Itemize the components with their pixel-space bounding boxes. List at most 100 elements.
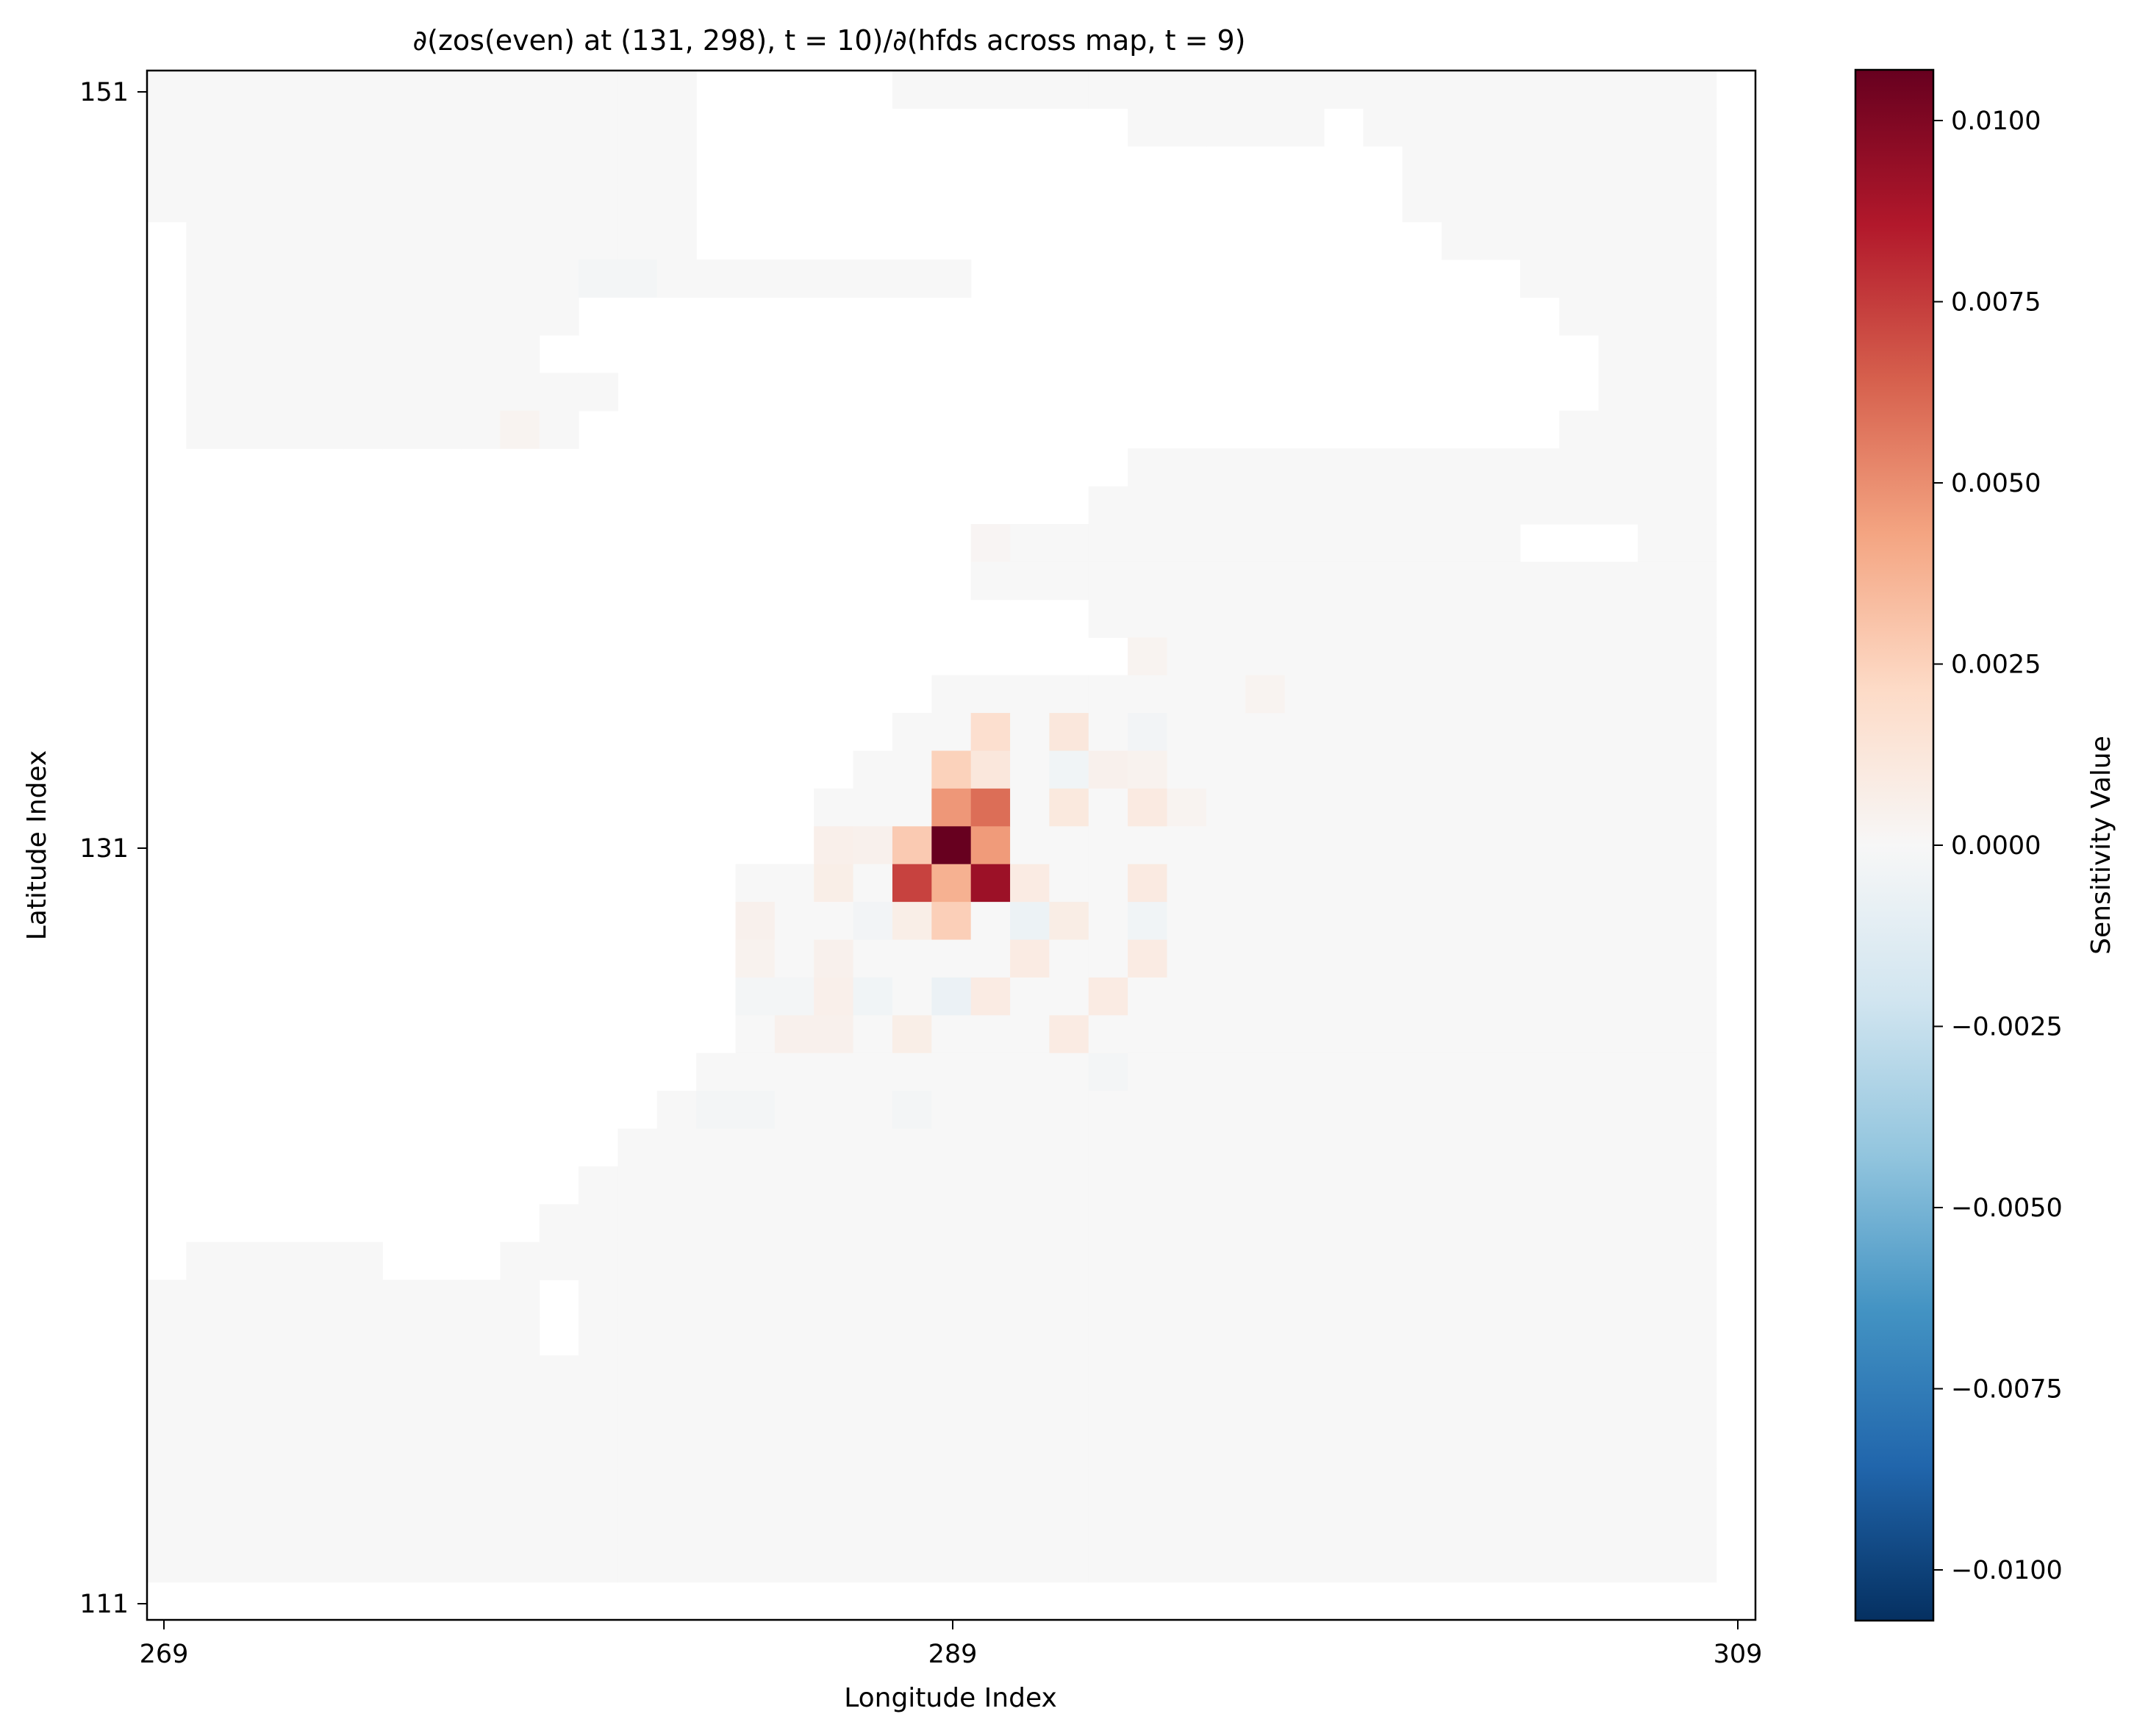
heatmap-cell [1677, 977, 1717, 1016]
heatmap-cell [1481, 1128, 1521, 1167]
heatmap-cell [1010, 1241, 1050, 1280]
heatmap-cell [1323, 713, 1364, 752]
heatmap-cell [1088, 1544, 1128, 1583]
heatmap-cell [265, 1393, 305, 1432]
heatmap-cell [1128, 1128, 1168, 1167]
heatmap-cell [1284, 1468, 1325, 1507]
heatmap-cell [1245, 826, 1286, 865]
heatmap-cell [343, 334, 383, 373]
heatmap-cell [421, 108, 462, 147]
heatmap-cell [970, 1430, 1011, 1469]
heatmap-cell [1167, 108, 1207, 147]
heatmap-cell [1637, 373, 1678, 412]
heatmap-cell [1402, 1166, 1442, 1205]
heatmap-cell [617, 1355, 658, 1394]
heatmap-cell [382, 1544, 423, 1583]
heatmap-cell [970, 864, 1011, 903]
heatmap-cell [1677, 864, 1717, 903]
heatmap-cell [1559, 1544, 1600, 1583]
heatmap-cell [931, 1506, 972, 1545]
heatmap-cell [735, 1393, 776, 1432]
heatmap-cell [1284, 1393, 1325, 1432]
heatmap-cell [1598, 71, 1639, 110]
heatmap-cell [1677, 788, 1717, 827]
heatmap-cell [1677, 486, 1717, 525]
heatmap-cell [1245, 108, 1286, 147]
heatmap-cell [1598, 108, 1639, 147]
heatmap-cell [1323, 71, 1364, 110]
heatmap-cell [1402, 1015, 1442, 1054]
heatmap-cell [1206, 562, 1246, 600]
heatmap-cell [1559, 713, 1600, 752]
heatmap-cell [853, 1166, 893, 1205]
heatmap-cell [1010, 71, 1050, 110]
heatmap-cell [1677, 259, 1717, 298]
heatmap-cell [539, 410, 579, 449]
heatmap-cell [421, 1544, 462, 1583]
heatmap-cell [1167, 448, 1207, 487]
heatmap-cell [1010, 1052, 1050, 1091]
heatmap-cell [343, 297, 383, 336]
heatmap-cell [853, 788, 893, 827]
heatmap-cell [1206, 939, 1246, 978]
heatmap-cell [1167, 486, 1207, 525]
heatmap-cell [1128, 902, 1168, 941]
heatmap-cell [1049, 1468, 1089, 1507]
heatmap-cell [1442, 1128, 1482, 1167]
heatmap-cell [1088, 713, 1128, 752]
heatmap-cell [1206, 1166, 1246, 1205]
heatmap-cell [1167, 713, 1207, 752]
heatmap-cell [1049, 977, 1089, 1016]
heatmap-cell [1559, 864, 1600, 903]
heatmap-cell [1559, 675, 1600, 714]
heatmap-cell [539, 373, 579, 412]
heatmap-cell [539, 259, 579, 298]
heatmap-cell [1245, 1166, 1286, 1205]
heatmap-cell [1559, 1393, 1600, 1432]
heatmap-cell [1245, 1544, 1286, 1583]
heatmap-cell [1245, 1204, 1286, 1243]
heatmap-cell [382, 1393, 423, 1432]
heatmap-cell [1088, 902, 1128, 941]
heatmap-cell [1442, 1468, 1482, 1507]
heatmap-cell [1442, 750, 1482, 789]
heatmap-cell [1637, 523, 1678, 562]
heatmap-cell [225, 259, 265, 298]
heatmap-cell [1088, 1241, 1128, 1280]
heatmap-cell [186, 1544, 226, 1583]
heatmap-cell [1167, 1393, 1207, 1432]
heatmap-cell [304, 221, 344, 260]
heatmap-cell [1598, 864, 1639, 903]
heatmap-cell [1245, 1393, 1286, 1432]
heatmap-cell [343, 1506, 383, 1545]
heatmap-cell [1323, 599, 1364, 638]
heatmap-cell [1010, 902, 1050, 941]
heatmap-cell [1481, 108, 1521, 147]
heatmap-cell [1323, 1280, 1364, 1319]
heatmap-cell [1206, 1430, 1246, 1469]
heatmap-cell [970, 826, 1011, 865]
heatmap-cell [1598, 334, 1639, 373]
heatmap-cell [460, 1468, 501, 1507]
colorbar-tick-label: 0.0025 [1951, 650, 2041, 680]
heatmap-cell [1363, 864, 1403, 903]
heatmap-cell [304, 1430, 344, 1469]
heatmap-cell [774, 1393, 815, 1432]
heatmap-cell [1442, 1355, 1482, 1394]
heatmap-cell [1323, 637, 1364, 676]
heatmap-cell [1167, 1468, 1207, 1507]
heatmap-cell [500, 108, 540, 147]
heatmap-cell [265, 1468, 305, 1507]
heatmap-cell [1206, 1052, 1246, 1091]
heatmap-cell [1442, 1393, 1482, 1432]
heatmap-cell [1481, 71, 1521, 110]
heatmap-cell [931, 1430, 972, 1469]
heatmap-cell [225, 373, 265, 412]
heatmap-cell [1677, 523, 1717, 562]
heatmap-cell [1010, 562, 1050, 600]
colorbar: 0.0100 0.0075 0.0050 0.0025 0.0000 −0.0025 −0.… [1854, 68, 2116, 1622]
heatmap-cell [1167, 826, 1207, 865]
heatmap-cell [1637, 108, 1678, 147]
heatmap-cell [1481, 562, 1521, 600]
heatmap-cell [1598, 410, 1639, 449]
